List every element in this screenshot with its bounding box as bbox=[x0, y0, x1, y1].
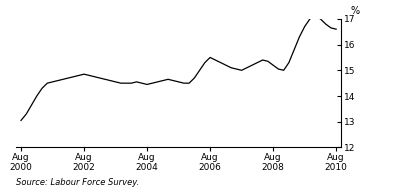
Text: Source: Labour Force Survey.: Source: Labour Force Survey. bbox=[16, 178, 139, 187]
Text: %: % bbox=[351, 6, 360, 16]
